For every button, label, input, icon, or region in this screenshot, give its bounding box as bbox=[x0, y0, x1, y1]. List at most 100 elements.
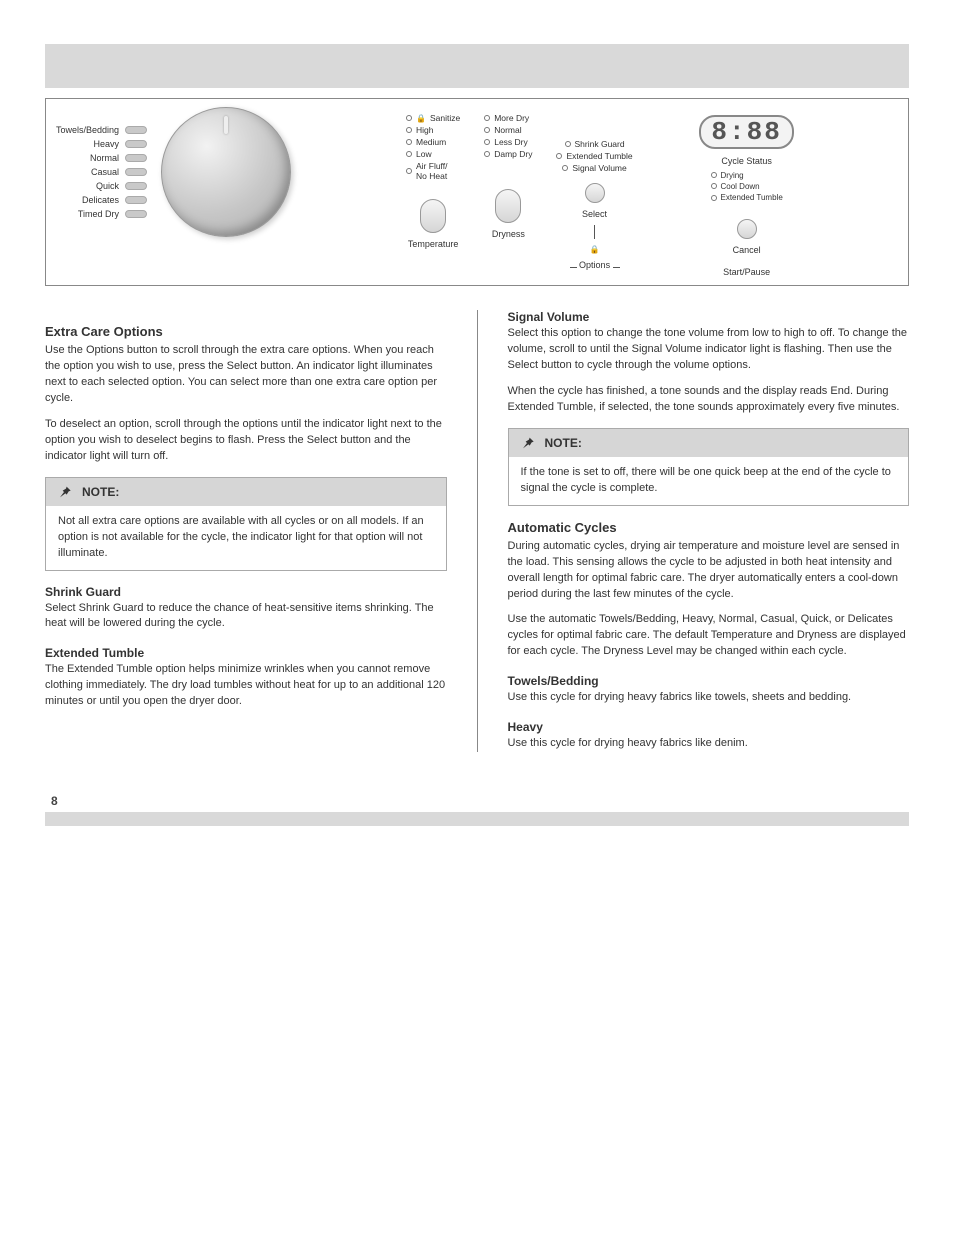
extended-tumble-heading: Extended Tumble bbox=[45, 646, 447, 660]
extra-care-heading: Extra Care Options bbox=[45, 324, 447, 339]
cycle-indicator bbox=[125, 182, 147, 190]
temp-item: Sanitize bbox=[430, 113, 460, 123]
temp-item: Air Fluff/ No Heat bbox=[416, 161, 448, 181]
automatic-cycles-heading: Automatic Cycles bbox=[508, 520, 910, 535]
cancel-button[interactable] bbox=[737, 219, 757, 239]
note-body: Not all extra care options are available… bbox=[46, 506, 446, 570]
temp-item: Medium bbox=[416, 137, 446, 147]
led-icon bbox=[484, 115, 490, 121]
cycle-label: Casual bbox=[91, 167, 119, 177]
towels-bedding-p: Use this cycle for drying heavy fabrics … bbox=[508, 690, 910, 706]
led-icon bbox=[406, 115, 412, 121]
led-icon bbox=[711, 195, 717, 201]
automatic-cycles-p1: During automatic cycles, drying air temp… bbox=[508, 539, 910, 603]
pushpin-icon bbox=[56, 484, 72, 500]
dryness-item: Damp Dry bbox=[494, 149, 532, 159]
status-item: Drying bbox=[721, 170, 744, 181]
automatic-cycles-p2: Use the automatic Towels/Bedding, Heavy,… bbox=[508, 612, 910, 660]
content-columns: Extra Care Options Use the Options butto… bbox=[45, 310, 909, 752]
towels-bedding-heading: Towels/Bedding bbox=[508, 674, 910, 688]
led-icon bbox=[406, 139, 412, 145]
note-header: NOTE: bbox=[46, 478, 446, 506]
cycle-indicator bbox=[125, 154, 147, 162]
signal-volume-heading: Signal Volume bbox=[508, 310, 910, 324]
lock-icon: 🔒 bbox=[416, 114, 426, 123]
connector-line bbox=[594, 225, 595, 239]
cycle-knob[interactable] bbox=[161, 107, 291, 237]
note-title: NOTE: bbox=[545, 436, 582, 450]
led-icon bbox=[406, 151, 412, 157]
shrink-guard-p: Select Shrink Guard to reduce the chance… bbox=[45, 601, 447, 633]
led-icon bbox=[711, 172, 717, 178]
led-icon bbox=[565, 141, 571, 147]
cycle-indicator bbox=[125, 210, 147, 218]
dryness-label: Dryness bbox=[492, 229, 525, 239]
heavy-heading: Heavy bbox=[508, 720, 910, 734]
extra-care-p2: To deselect an option, scroll through th… bbox=[45, 417, 447, 465]
temperature-button[interactable] bbox=[420, 199, 446, 233]
dryness-item: More Dry bbox=[494, 113, 529, 123]
cycle-indicator bbox=[125, 126, 147, 134]
right-column: Signal Volume Select this option to chan… bbox=[508, 310, 910, 752]
time-display: 8:88 bbox=[699, 115, 793, 149]
led-icon bbox=[406, 127, 412, 133]
temp-item: High bbox=[416, 125, 433, 135]
options-label: Options bbox=[570, 260, 620, 270]
select-button[interactable] bbox=[585, 183, 605, 203]
options-column: Shrink Guard Extended Tumble Signal Volu… bbox=[556, 113, 632, 277]
cycle-list: Towels/Bedding Heavy Normal Casual Quick… bbox=[56, 125, 147, 219]
led-icon bbox=[556, 153, 562, 159]
dryness-item: Less Dry bbox=[494, 137, 528, 147]
dryness-button[interactable] bbox=[495, 189, 521, 223]
column-divider bbox=[477, 310, 478, 752]
cycle-label: Towels/Bedding bbox=[56, 125, 119, 135]
select-label: Select bbox=[582, 209, 607, 219]
cycle-status-list: Cycle Status Drying Cool Down Extended T… bbox=[711, 155, 783, 203]
left-column: Extra Care Options Use the Options butto… bbox=[45, 310, 447, 752]
pushpin-icon bbox=[519, 435, 535, 451]
options-bracket: 🔒 bbox=[590, 245, 600, 254]
led-icon bbox=[484, 151, 490, 157]
header-bar bbox=[45, 44, 909, 88]
option-item: Shrink Guard bbox=[575, 139, 625, 149]
signal-volume-p2: When the cycle has finished, a tone soun… bbox=[508, 384, 910, 416]
temperature-label: Temperature bbox=[408, 239, 459, 249]
option-item: Signal Volume bbox=[572, 163, 626, 173]
control-panel-diagram: Towels/Bedding Heavy Normal Casual Quick… bbox=[45, 98, 909, 286]
cycle-indicator bbox=[125, 196, 147, 204]
lock-icon: 🔒 bbox=[590, 245, 600, 254]
cycle-label: Quick bbox=[96, 181, 119, 191]
page-number: 8 bbox=[51, 794, 58, 808]
led-icon bbox=[562, 165, 568, 171]
status-item: Cool Down bbox=[721, 181, 760, 192]
signal-volume-p1: Select this option to change the tone vo… bbox=[508, 326, 910, 374]
footer-bar: 8 bbox=[45, 812, 909, 826]
dryness-item: Normal bbox=[494, 125, 521, 135]
cycle-label: Heavy bbox=[94, 139, 120, 149]
cycle-label: Delicates bbox=[82, 195, 119, 205]
cycle-status-title: Cycle Status bbox=[711, 155, 783, 168]
led-icon bbox=[484, 139, 490, 145]
temperature-column: 🔒 Sanitize High Medium Low Air Fluff/ No … bbox=[406, 113, 460, 277]
temp-item: Low bbox=[416, 149, 432, 159]
note-box: NOTE: If the tone is set to off, there w… bbox=[508, 428, 910, 506]
cycle-label: Normal bbox=[90, 153, 119, 163]
cycle-indicator bbox=[125, 140, 147, 148]
start-pause-label: Start/Pause bbox=[723, 267, 770, 277]
cancel-label: Cancel bbox=[733, 245, 761, 255]
extended-tumble-p: The Extended Tumble option helps minimiz… bbox=[45, 662, 447, 710]
page: Towels/Bedding Heavy Normal Casual Quick… bbox=[0, 0, 954, 876]
led-icon bbox=[484, 127, 490, 133]
heavy-p: Use this cycle for drying heavy fabrics … bbox=[508, 736, 910, 752]
note-box: NOTE: Not all extra care options are ava… bbox=[45, 477, 447, 571]
option-item: Extended Tumble bbox=[566, 151, 632, 161]
cycle-label: Timed Dry bbox=[78, 209, 119, 219]
shrink-guard-heading: Shrink Guard bbox=[45, 585, 447, 599]
led-icon bbox=[406, 168, 412, 174]
note-header: NOTE: bbox=[509, 429, 909, 457]
note-body: If the tone is set to off, there will be… bbox=[509, 457, 909, 505]
dryness-column: More Dry Normal Less Dry Damp Dry Drynes… bbox=[484, 113, 532, 277]
cycle-indicator bbox=[125, 168, 147, 176]
status-item: Extended Tumble bbox=[721, 192, 783, 203]
led-icon bbox=[711, 183, 717, 189]
